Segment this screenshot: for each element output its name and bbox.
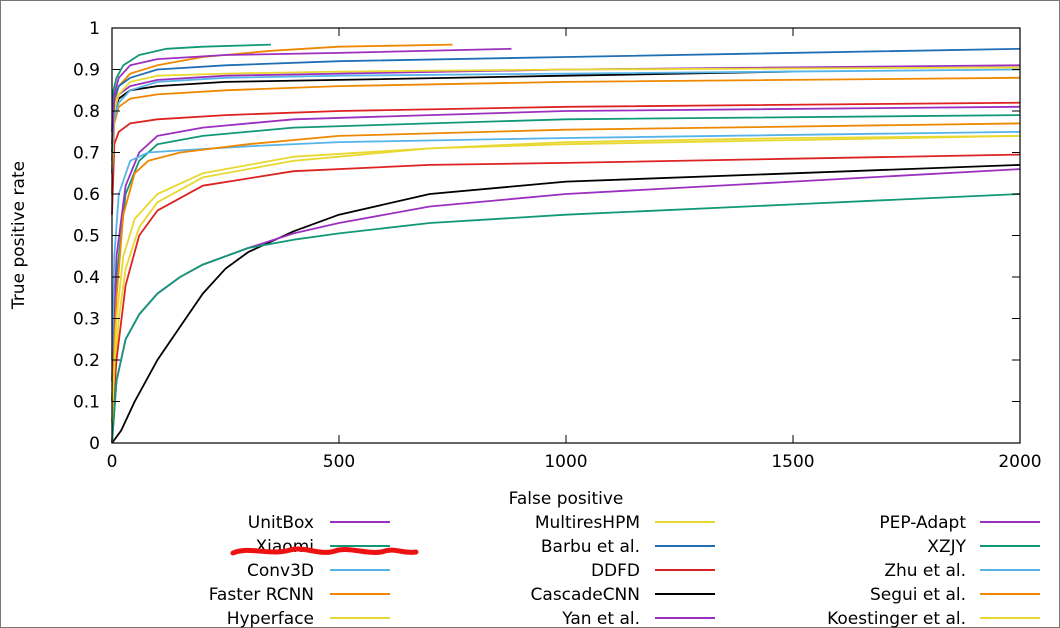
legend-label-xzjy: XZJY bbox=[927, 537, 966, 557]
y-tick-label: 0.2 bbox=[73, 351, 100, 371]
series-line-faster-rcnn bbox=[111, 43, 453, 153]
series-line-hyperface bbox=[111, 66, 1021, 170]
series-line-ddfd bbox=[111, 153, 1021, 423]
x-axis: 0 500 1000 1500 2000 bbox=[107, 28, 1042, 472]
legend-label-multireshpm: MultiresHPM bbox=[535, 513, 640, 533]
legend-label-koestinger-et-al: Koestinger et al. bbox=[827, 609, 966, 628]
series-line-conv3d bbox=[111, 68, 1021, 174]
series-line-zhu-et-al bbox=[111, 130, 1021, 361]
y-tick-label: 0.3 bbox=[73, 310, 100, 330]
legend-label-hyperface: Hyperface bbox=[227, 609, 314, 628]
series-line-unlabeled bbox=[111, 101, 1021, 215]
series-line-cascadecnn bbox=[111, 164, 1021, 444]
series-line-segui-et-al bbox=[111, 122, 1021, 402]
x-tick-label: 1000 bbox=[544, 452, 587, 472]
x-tick-label: 0 bbox=[107, 452, 118, 472]
x-tick-label: 1500 bbox=[771, 452, 814, 472]
legend-label-yan-et-al: Yan et al. bbox=[561, 609, 640, 628]
y-tick-label: 0.6 bbox=[73, 185, 100, 205]
legend-label-conv3d: Conv3D bbox=[247, 561, 314, 581]
series-line-xzjy bbox=[111, 193, 1021, 444]
y-tick-label: 0.8 bbox=[73, 102, 100, 122]
y-tick-label: 0.9 bbox=[73, 61, 100, 81]
x-axis-label: False positive bbox=[509, 489, 624, 509]
legend: UnitBox Xiaomi Conv3D Faster RCNN Hyperface M… bbox=[209, 513, 1040, 628]
legend-label-pep-adapt: PEP-Adapt bbox=[879, 513, 966, 533]
legend-label-segui-et-al: Segui et al. bbox=[870, 585, 966, 605]
legend-label-faster-rcnn: Faster RCNN bbox=[209, 585, 314, 605]
series-line-unlabeled bbox=[111, 105, 1021, 381]
legend-label-cascadecnn: CascadeCNN bbox=[531, 585, 640, 605]
y-tick-label: 0.4 bbox=[73, 268, 100, 288]
series-line-unlabeled bbox=[111, 76, 1021, 195]
series-line-barbu-et-al bbox=[111, 47, 1021, 153]
series-line-unlabeled bbox=[111, 114, 1021, 402]
series-line-pep-adapt bbox=[111, 168, 1021, 444]
x-tick-label: 2000 bbox=[998, 452, 1041, 472]
legend-label-xiaomi: Xiaomi bbox=[256, 537, 314, 557]
series-line-koestinger-et-al bbox=[111, 135, 1021, 423]
series-line-multireshpm bbox=[111, 135, 1021, 444]
series-line-yan-et-al bbox=[111, 47, 512, 145]
y-tick-label: 0.1 bbox=[73, 393, 100, 413]
y-tick-label: 0 bbox=[89, 434, 100, 454]
y-tick-label: 1 bbox=[89, 19, 100, 39]
y-axis-label: True positive rate bbox=[9, 161, 29, 310]
legend-label-unitbox: UnitBox bbox=[248, 513, 314, 533]
y-tick-label: 0.5 bbox=[73, 227, 100, 247]
legend-label-zhu-et-al: Zhu et al. bbox=[884, 561, 966, 581]
y-tick-label: 0.7 bbox=[73, 144, 100, 164]
red-underline-annotation bbox=[230, 546, 419, 556]
x-tick-label: 500 bbox=[323, 452, 355, 472]
legend-label-barbu-et-al: Barbu et al. bbox=[541, 537, 640, 557]
legend-label-ddfd: DDFD bbox=[591, 561, 640, 581]
y-axis: 0 0.1 0.2 0.3 0.4 0.5 0.6 0.7 0.8 0.9 1 bbox=[73, 19, 1020, 454]
series-line-xiaomi bbox=[111, 43, 271, 132]
